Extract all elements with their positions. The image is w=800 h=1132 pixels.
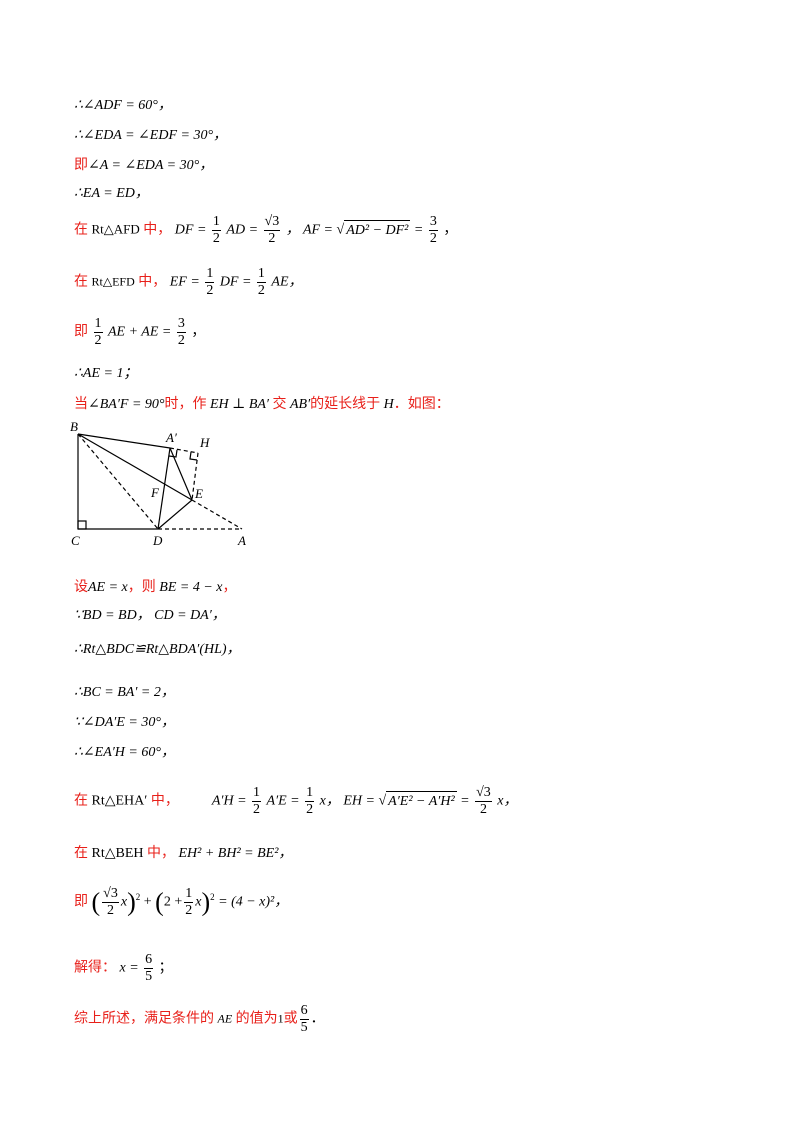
right-angle-c <box>77 520 87 530</box>
segment-ba1 <box>77 433 171 449</box>
fraction: √3 2 <box>102 886 119 918</box>
step-ae-1: ∴AE = 1； <box>74 366 138 381</box>
segment-a1e <box>169 447 193 501</box>
label-b: B <box>70 419 78 434</box>
case-two-heading: 当∠BA′F = 90°时，作 EH ⊥ BA′ 交 AB′的延长线于 H．如图… <box>74 396 450 412</box>
label-f: F <box>150 485 160 500</box>
label-a-prime: A′ <box>165 430 177 445</box>
step-bd-bd: ∵BD = BD， CD = DA′， <box>74 608 226 623</box>
step-eda-edf-30: ∴∠EDA = ∠EDF = 30°， <box>74 126 227 146</box>
step-triangle-beh: 在 Rt△BEH 中， EH² + BH² = BE²， <box>74 845 293 861</box>
step-pythagoras-equation: 即 (√3 2 x)2 + (2 +1 2 x)2 = (4 − x)²， <box>74 886 289 918</box>
step-eda-edf-30-text: ∴∠EDA = ∠EDF = 30°， <box>74 128 228 143</box>
step-bc-ba1: ∴BC = BA′ = 2， <box>74 685 175 700</box>
step-congruent: ∴Rt△BDC≌Rt△BDA′(HL)， <box>74 642 241 657</box>
label-d: D <box>152 533 163 548</box>
right-angle-h <box>189 451 198 461</box>
segment-bd-dashed <box>77 433 159 530</box>
geometry-figure: B A′ H F E C D A <box>70 419 246 548</box>
segment-de <box>157 499 193 530</box>
segment-he-dashed <box>191 452 199 501</box>
segment-a1h-dashed <box>169 447 199 454</box>
segment-a1d <box>157 447 171 530</box>
label-c: C <box>71 533 80 548</box>
segment-ea-dashed <box>191 499 243 530</box>
conclusion: 综上所述，满足条件的 AE 的值为1或 6 5 ． <box>74 1003 325 1035</box>
sqrt-expression: AD² − DF² <box>344 219 411 241</box>
step-adf-60: ∴∠ADF = 60°， <box>74 96 172 116</box>
step-da1e-30: ∵∠DA′E = 30°， <box>74 715 175 730</box>
step-angle-a-30: 即∠A = ∠EDA = 30°， <box>74 157 214 173</box>
sqrt-expression: A′E² − A′H² <box>386 790 457 812</box>
step-set-ae-x: 设AE = x，则 BE = 4 − x， <box>74 579 237 595</box>
step-adf-60-text: ∴∠ADF = 60°， <box>74 98 172 113</box>
right-angle-a1 <box>168 449 178 458</box>
step-ea1h-60: ∴∠EA′H = 60°， <box>74 745 175 760</box>
label-h: H <box>199 435 210 450</box>
label-e: E <box>194 486 203 501</box>
fraction: √3 2 <box>475 785 492 817</box>
fraction: √3 2 <box>263 214 281 246</box>
label-a: A <box>237 533 246 548</box>
segment-be <box>77 433 193 501</box>
step-ea-ed: ∴EA = ED， <box>74 186 149 201</box>
